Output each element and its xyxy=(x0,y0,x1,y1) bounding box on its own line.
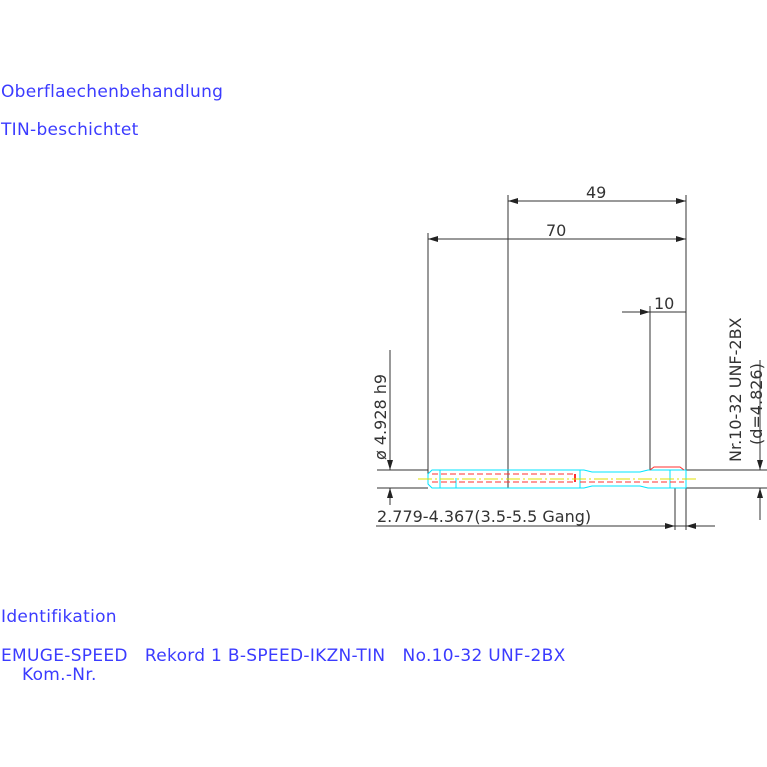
dim-49-text: 49 xyxy=(586,183,606,202)
drill-range-text: 2.779-4.367(3.5-5.5 Gang) xyxy=(377,507,591,526)
dimension-lines xyxy=(376,195,767,530)
dim-10-text: 10 xyxy=(654,294,674,313)
identification-label: Identifikation xyxy=(1,607,117,627)
dim-70-text: 70 xyxy=(546,221,566,240)
surface-treatment-value: TIN-beschichtet xyxy=(1,120,139,140)
commission-number-label: Kom.-Nr. xyxy=(22,665,97,685)
surface-treatment-label: Oberflaechenbehandlung xyxy=(1,82,224,102)
tool-outline xyxy=(418,466,696,489)
thread-diameter-text: (d=4.826) xyxy=(747,363,766,445)
thread-text: Nr.10-32 UNF-2BX xyxy=(726,317,745,462)
identification-line: EMUGE-SPEED Rekord 1 B-SPEED-IKZN-TIN No… xyxy=(1,646,566,666)
shank-diameter-text: ø 4.928 h9 xyxy=(371,374,390,460)
